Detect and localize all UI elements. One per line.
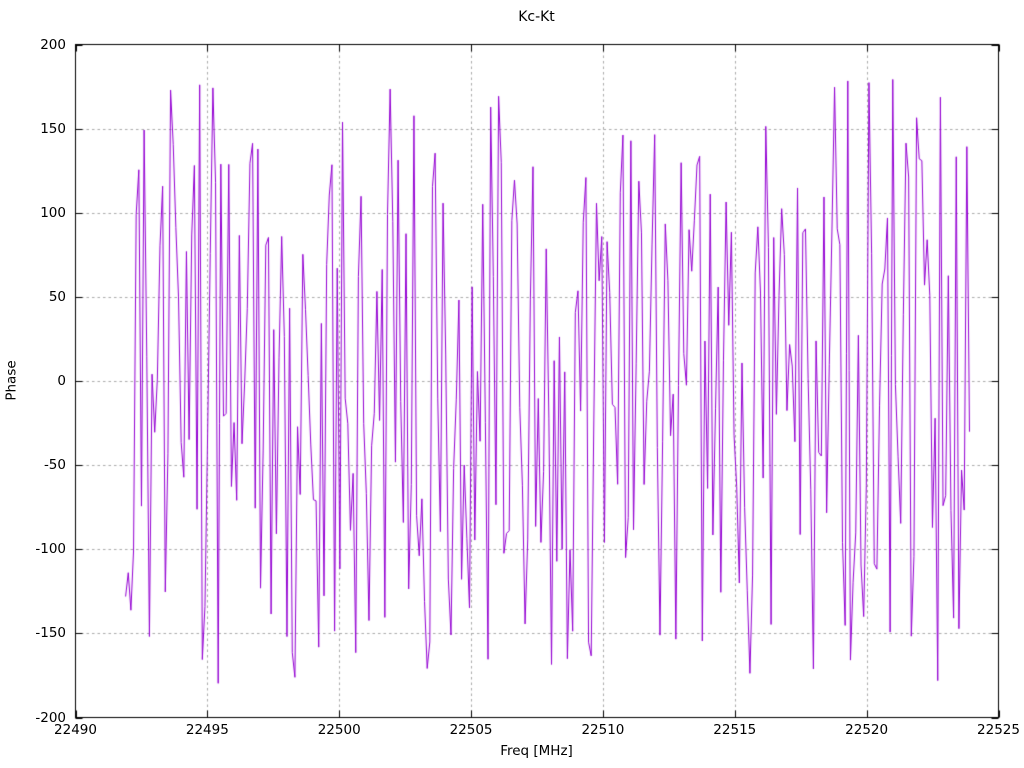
x-tick-label: 22515 bbox=[713, 722, 757, 738]
x-tick-label: 22495 bbox=[185, 722, 229, 738]
x-axis-label: Freq [MHz] bbox=[500, 743, 573, 759]
chart-title: Kc-Kt bbox=[518, 9, 555, 25]
x-tick-label: 22505 bbox=[449, 722, 493, 738]
y-tick-label: -50 bbox=[43, 457, 66, 474]
y-tick-label: 200 bbox=[40, 36, 66, 53]
x-tick-label: 22525 bbox=[977, 722, 1020, 738]
y-tick-label: 100 bbox=[40, 204, 66, 221]
x-tick-label: 22490 bbox=[54, 722, 97, 738]
y-tick-label: -100 bbox=[35, 541, 66, 558]
y-tick-label: -200 bbox=[35, 709, 66, 726]
x-tick-label: 22510 bbox=[581, 722, 625, 738]
y-tick-label: 50 bbox=[48, 288, 66, 305]
x-tick-label: 22500 bbox=[317, 722, 361, 738]
y-tick-label: -150 bbox=[35, 625, 66, 642]
x-tick-label: 22520 bbox=[845, 722, 889, 738]
y-tick-label: 0 bbox=[57, 373, 66, 389]
y-tick-label: 150 bbox=[40, 120, 66, 137]
